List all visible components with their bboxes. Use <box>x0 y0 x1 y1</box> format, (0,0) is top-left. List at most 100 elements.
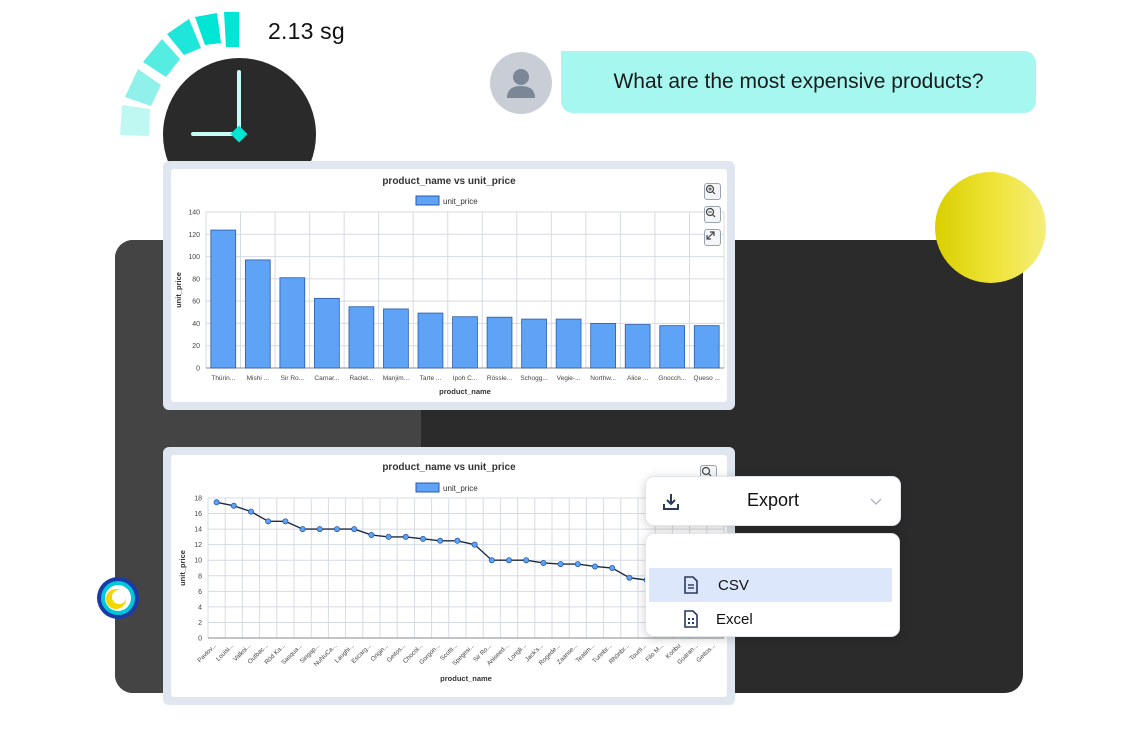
data-point <box>230 502 237 509</box>
y-tick-label: 14 <box>194 527 202 534</box>
zoom-in-icon <box>701 466 712 477</box>
bar <box>659 325 686 369</box>
y-tick-label: 2 <box>198 620 202 627</box>
y-tick-label: 100 <box>188 254 200 261</box>
bar <box>521 318 547 369</box>
line-chart-area: product_name vs unit_price unit_price 0 2 4 6… <box>171 455 727 697</box>
zoom-in-icon <box>705 184 716 195</box>
y-tick-label: 20 <box>192 343 200 350</box>
bar <box>624 324 651 369</box>
y-axis-label: unit_price <box>174 272 183 308</box>
bar <box>348 306 375 369</box>
avatar <box>490 52 552 114</box>
x-axis-label: product_name <box>440 674 492 683</box>
data-point <box>540 559 547 566</box>
y-tick-label: 40 <box>192 321 200 328</box>
x-tick-label: Mishi ... <box>247 375 270 382</box>
bar-chart-svg: product_name vs unit_price unit_price 0 20 4… <box>174 176 725 396</box>
zoom-in-button[interactable] <box>704 183 721 200</box>
y-tick-label: 140 <box>188 210 200 217</box>
y-axis-label: unit_price <box>178 550 187 586</box>
y-tick-label: 6 <box>198 589 202 596</box>
data-point <box>557 561 564 568</box>
user-icon <box>507 69 535 98</box>
spreadsheet-icon <box>684 610 698 628</box>
y-tick-label: 60 <box>192 299 200 306</box>
y-tick-label: 10 <box>194 558 202 565</box>
y-tick-label: 18 <box>194 496 202 503</box>
data-point <box>282 518 289 525</box>
fullscreen-button[interactable] <box>704 229 721 246</box>
x-tick-label: Geitos... <box>695 642 717 664</box>
bar-chart-area: product_name vs unit_price unit_price 0 20 4… <box>171 169 727 402</box>
bar <box>486 316 513 369</box>
x-tick-label: Pavlov... <box>196 642 218 664</box>
chart-title: product_name vs unit_price <box>382 176 516 187</box>
data-point <box>248 508 255 515</box>
data-point <box>333 526 340 533</box>
data-point <box>368 531 375 538</box>
x-tick-label: Ipoh C... <box>453 375 478 382</box>
x-tick-label: Carnar... <box>314 375 339 382</box>
zoom-out-button[interactable] <box>704 206 721 223</box>
y-tick-label: 8 <box>198 573 202 580</box>
data-point <box>385 533 392 540</box>
data-point <box>437 537 444 544</box>
bar <box>314 297 340 369</box>
legend-swatch <box>415 195 440 206</box>
data-point <box>419 535 426 542</box>
y-tick-label: 4 <box>198 604 202 611</box>
timer-arc-icon <box>120 12 239 136</box>
x-tick-label: Rössle... <box>487 375 512 382</box>
zoom-out-icon <box>705 207 716 218</box>
x-axis-label: product_name <box>439 387 491 396</box>
data-point <box>402 533 409 540</box>
x-tick-label: Thürin... <box>211 375 235 382</box>
bar <box>244 259 271 369</box>
download-icon <box>663 494 679 510</box>
y-tick-label: 12 <box>194 542 202 549</box>
y-tick-label: 120 <box>188 232 200 239</box>
x-tick-label: Sir Ro... <box>281 375 305 382</box>
data-point <box>626 574 633 581</box>
export-label: Export <box>747 490 800 510</box>
yellow-circle-decoration <box>935 172 1046 283</box>
y-tick-label: 80 <box>192 276 200 283</box>
export-option-label: CSV <box>718 577 749 594</box>
x-tick-label: Vegie-... <box>557 375 581 382</box>
export-option-csv[interactable]: CSV <box>649 568 892 602</box>
x-tick-label: Northw... <box>590 375 616 382</box>
bar <box>590 323 616 369</box>
bar <box>210 229 237 369</box>
data-point <box>488 557 495 564</box>
legend-swatch <box>415 482 440 493</box>
export-menu: CSV Excel <box>645 533 900 637</box>
data-point <box>591 563 598 570</box>
data-point <box>299 526 306 533</box>
data-point <box>454 537 461 544</box>
bar <box>383 308 409 369</box>
expand-icon <box>706 231 715 240</box>
x-tick-label: Tarte ... <box>420 375 442 382</box>
document-icon <box>684 576 698 594</box>
export-dropdown[interactable]: Export <box>645 476 901 526</box>
x-tick-label: Queso ... <box>694 375 721 382</box>
bar <box>555 318 582 369</box>
x-tick-label: Manjim... <box>383 375 410 382</box>
export-option-label: Excel <box>716 611 753 628</box>
data-point <box>316 526 323 533</box>
x-tick-label: Alice ... <box>627 375 649 382</box>
data-point <box>351 526 358 533</box>
export-option-excel[interactable]: Excel <box>649 602 892 636</box>
line-chart-svg: product_name vs unit_price unit_price 0 2 4 6… <box>178 462 725 683</box>
legend-label: unit_price <box>443 197 478 206</box>
bar <box>417 312 444 369</box>
data-point <box>265 518 272 525</box>
chat-question-bubble: What are the most expensive products? <box>561 51 1036 113</box>
x-tick-label: Filo M... <box>644 642 665 663</box>
y-tick-label: 16 <box>194 511 202 518</box>
data-point <box>574 561 581 568</box>
x-tick-label: Schogg... <box>520 375 548 382</box>
data-point <box>523 557 530 564</box>
chevron-down-icon <box>870 498 882 505</box>
